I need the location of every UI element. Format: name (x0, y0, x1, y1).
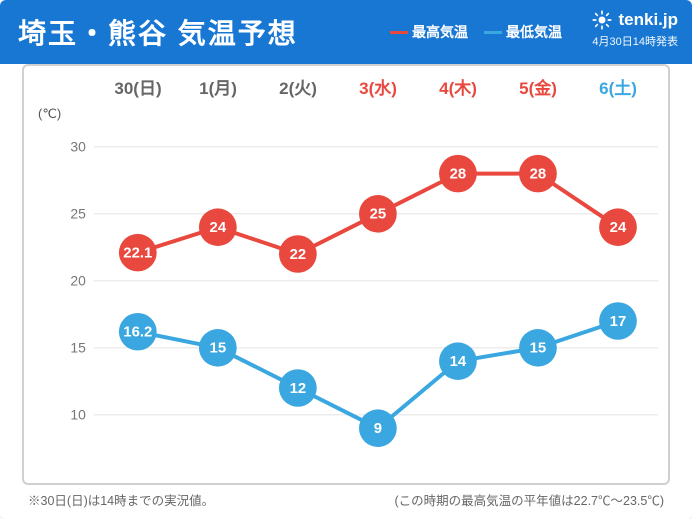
footer-left: ※30日(日)は14時までの実況値。 (28, 490, 214, 509)
legend-low-label: 最低気温 (506, 22, 562, 42)
plot-region: 10 15 20 25 30 22.1 24 22 25 28 28 24 16.2 15 12 9 14 15 1… (64, 120, 658, 455)
svg-text:25: 25 (370, 207, 387, 223)
legend-low: 最低気温 (484, 22, 562, 42)
footer-right: (この時期の最高気温の平年値は22.7℃～23.5℃) (395, 490, 664, 509)
legend: 最高気温 最低気温 (390, 22, 562, 42)
svg-text:22: 22 (290, 247, 307, 263)
day-label: 4(木) (418, 74, 498, 100)
legend-high: 最高気温 (390, 22, 468, 42)
svg-text:25: 25 (70, 206, 86, 222)
forecast-card: 埼玉・熊谷 気温予想 最高気温 最低気温 (0, 0, 692, 519)
sun-icon (592, 10, 612, 30)
svg-text:15: 15 (530, 341, 547, 357)
legend-low-swatch (484, 31, 502, 34)
legend-high-label: 最高気温 (412, 22, 468, 42)
issued-time: 4月30日14時発表 (592, 33, 678, 49)
day-label: 1(月) (178, 74, 258, 100)
svg-text:28: 28 (530, 167, 547, 183)
card-header: 埼玉・熊谷 気温予想 最高気温 最低気温 (0, 0, 692, 64)
footer-note: ※30日(日)は14時までの実況値。 (この時期の最高気温の平年値は22.7℃～… (28, 490, 664, 509)
logo-row: tenki.jp (592, 10, 678, 30)
svg-text:12: 12 (290, 381, 307, 397)
day-label: 5(金) (498, 74, 578, 100)
svg-text:24: 24 (610, 220, 627, 236)
logo-text: tenki.jp (618, 10, 678, 30)
day-label: 30(日) (98, 74, 178, 100)
svg-text:15: 15 (70, 340, 86, 356)
card-title: 埼玉・熊谷 気温予想 (18, 12, 298, 52)
svg-text:16.2: 16.2 (123, 325, 152, 341)
svg-text:22.1: 22.1 (123, 246, 152, 262)
svg-text:20: 20 (70, 273, 86, 289)
svg-text:14: 14 (450, 354, 467, 370)
svg-text:24: 24 (210, 220, 227, 236)
svg-text:15: 15 (210, 341, 227, 357)
chart-area: 30(日)1(月)2(火)3(水)4(木)5(金)6(土) (℃) 10 15 20… (22, 64, 670, 485)
logo-block: tenki.jp 4月30日14時発表 (592, 10, 678, 49)
day-label: 2(火) (258, 74, 338, 100)
plot-svg: 10 15 20 25 30 22.1 24 22 25 28 28 24 16.2 15 12 9 14 15 1… (64, 120, 658, 455)
svg-text:10: 10 (70, 407, 86, 423)
day-label: 6(土) (578, 74, 658, 100)
svg-text:17: 17 (610, 314, 627, 330)
y-unit-label: (℃) (38, 106, 61, 122)
day-label: 3(水) (338, 74, 418, 100)
svg-text:28: 28 (450, 167, 467, 183)
svg-text:30: 30 (70, 139, 86, 155)
day-labels-row: 30(日)1(月)2(火)3(水)4(木)5(金)6(土) (98, 74, 658, 100)
svg-text:9: 9 (374, 421, 382, 437)
legend-high-swatch (390, 31, 408, 34)
